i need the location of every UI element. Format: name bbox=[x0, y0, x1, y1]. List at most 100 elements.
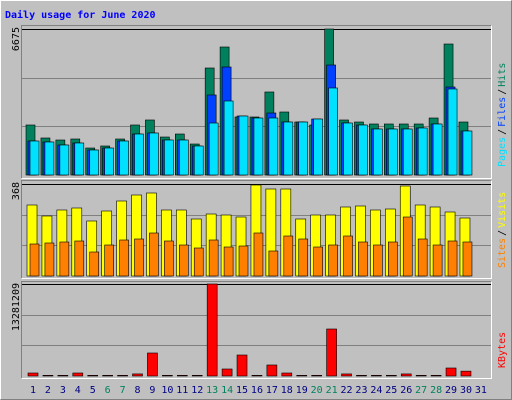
x-tick-label: 24 bbox=[370, 385, 382, 396]
x-tick-label: 30 bbox=[460, 385, 472, 396]
bar bbox=[358, 241, 368, 277]
bar bbox=[57, 375, 69, 377]
bar bbox=[208, 239, 219, 277]
legend-entry: Sites bbox=[497, 238, 508, 268]
x-tick-label: 8 bbox=[134, 385, 140, 396]
bar bbox=[447, 88, 458, 176]
bar bbox=[313, 246, 323, 277]
y-tick-label: 368 bbox=[11, 182, 22, 200]
bar bbox=[72, 372, 84, 377]
bar bbox=[134, 238, 144, 277]
bar bbox=[132, 373, 143, 377]
bar bbox=[223, 100, 234, 176]
bar bbox=[343, 235, 353, 277]
bar bbox=[221, 368, 233, 377]
bar bbox=[193, 145, 204, 176]
panel-bevel bbox=[21, 180, 492, 279]
legend-entry: Visits bbox=[497, 192, 508, 228]
x-tick-label: 15 bbox=[236, 385, 248, 396]
bar bbox=[432, 123, 443, 176]
x-tick-label: 23 bbox=[355, 385, 367, 396]
x-tick-label: 20 bbox=[311, 385, 323, 396]
bar bbox=[445, 367, 457, 377]
bar bbox=[298, 238, 309, 277]
x-tick-label: 6 bbox=[105, 385, 111, 396]
bar bbox=[430, 375, 442, 377]
x-tick-label: 28 bbox=[430, 385, 442, 396]
x-tick-label: 4 bbox=[75, 385, 81, 396]
bar bbox=[208, 122, 219, 176]
bar bbox=[29, 243, 40, 277]
bar bbox=[164, 240, 174, 277]
x-tick-label: 21 bbox=[326, 385, 338, 396]
x-tick-label: 16 bbox=[251, 385, 263, 396]
x-tick-label: 31 bbox=[475, 385, 487, 396]
bar bbox=[162, 375, 173, 377]
legend-separator: / bbox=[497, 89, 508, 95]
bar bbox=[89, 251, 100, 277]
bar bbox=[238, 245, 249, 277]
legend-separator: / bbox=[497, 230, 508, 236]
x-tick-label: 12 bbox=[191, 385, 203, 396]
bar bbox=[447, 240, 458, 277]
panel bbox=[21, 281, 491, 378]
x-tick-label: 9 bbox=[149, 385, 155, 396]
x-tick-label: 13 bbox=[206, 385, 218, 396]
bar bbox=[149, 232, 159, 277]
bar bbox=[149, 132, 159, 176]
bar bbox=[373, 128, 383, 176]
bar bbox=[104, 147, 114, 176]
bar bbox=[311, 375, 322, 377]
x-tick-label: 3 bbox=[60, 385, 66, 396]
bar bbox=[388, 241, 398, 277]
bar bbox=[179, 139, 189, 176]
bar bbox=[223, 246, 234, 277]
x-tick-label: 10 bbox=[161, 385, 173, 396]
panel-bevel bbox=[21, 180, 492, 279]
legend-entry: Hits bbox=[497, 63, 508, 87]
bar bbox=[417, 127, 428, 176]
bar bbox=[313, 118, 323, 176]
y-tick-label: 13281209 bbox=[11, 283, 22, 331]
bar bbox=[268, 117, 279, 176]
legend: Pages / Files / Hits bbox=[497, 63, 508, 167]
x-tick-label: 26 bbox=[400, 385, 412, 396]
bar bbox=[191, 375, 203, 377]
bar bbox=[179, 244, 189, 277]
bar bbox=[251, 375, 263, 377]
bar bbox=[44, 242, 55, 277]
x-tick-label: 27 bbox=[415, 385, 427, 396]
bar bbox=[104, 244, 114, 277]
bar bbox=[371, 375, 382, 377]
bar bbox=[402, 216, 413, 277]
x-tick-label: 18 bbox=[281, 385, 293, 396]
x-tick-label: 17 bbox=[266, 385, 278, 396]
y-tick-label: 6675 bbox=[11, 27, 22, 51]
x-tick-label: 5 bbox=[90, 385, 96, 396]
bar bbox=[356, 375, 367, 377]
bar bbox=[402, 128, 413, 176]
bar bbox=[358, 124, 368, 176]
bar bbox=[89, 149, 100, 176]
panel-bevel bbox=[21, 281, 492, 379]
x-tick-label: 25 bbox=[385, 385, 397, 396]
bar bbox=[417, 238, 428, 277]
chart-title: Daily usage for June 2020 bbox=[5, 9, 156, 21]
bar bbox=[74, 240, 85, 277]
legend-entry: Pages bbox=[497, 137, 508, 167]
bar bbox=[253, 117, 264, 176]
bar bbox=[236, 354, 248, 377]
bar bbox=[298, 121, 309, 176]
panel-bevel bbox=[21, 25, 492, 179]
bar bbox=[281, 372, 293, 377]
panel-bevel bbox=[21, 281, 492, 379]
bar bbox=[400, 373, 412, 377]
bar bbox=[341, 373, 352, 377]
legend-entry: Files bbox=[497, 97, 508, 127]
bar bbox=[42, 375, 54, 377]
bar bbox=[388, 128, 398, 176]
bar bbox=[206, 283, 218, 377]
bar bbox=[283, 121, 294, 176]
